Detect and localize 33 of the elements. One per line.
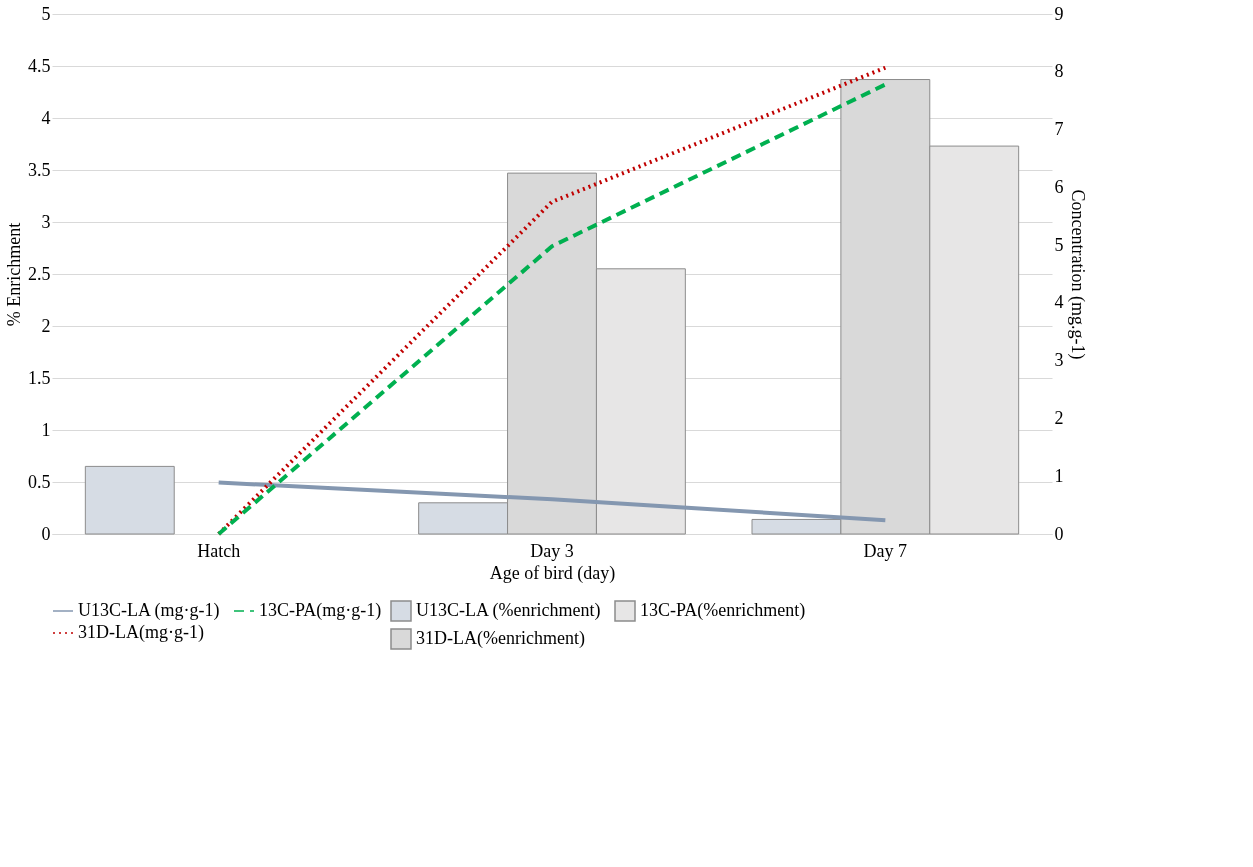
y-tick-label: 4.5 — [28, 55, 51, 76]
y-tick-label: 4 — [41, 107, 51, 128]
x-tick-label: Day 3 — [530, 540, 574, 561]
y2-tick-label: 1 — [1054, 465, 1064, 486]
legend-label: 13C-PA(mg·g-1) — [259, 600, 382, 621]
y-tick-label: 1.5 — [28, 367, 51, 388]
y2-tick-label: 4 — [1054, 292, 1064, 313]
y2-tick-label: 2 — [1054, 407, 1064, 428]
y-tick-label: 1 — [41, 419, 51, 440]
x-axis-title: Age of bird (day) — [489, 562, 616, 584]
legend-label: U13C-LA (mg·g-1) — [78, 600, 220, 621]
y2-axis-title: Concentration (mg.g-1) — [1066, 189, 1088, 360]
x-tick-label: Hatch — [197, 540, 241, 561]
y-tick-label: 5 — [41, 3, 51, 24]
x-tick-label: Day 7 — [863, 540, 908, 561]
y-tick-label: 3 — [41, 211, 51, 232]
y2-tick-label: 6 — [1054, 176, 1064, 197]
y-tick-label: 0 — [41, 523, 51, 544]
legend-label: U13C-LA (%enrichment) — [416, 600, 601, 621]
legend-label: 31D-LA(%enrichment) — [416, 628, 585, 649]
y2-tick-label: 0 — [1054, 523, 1064, 544]
y-tick-label: 0.5 — [28, 471, 51, 492]
y2-tick-label: 8 — [1054, 61, 1064, 82]
y-tick-label: 2.5 — [28, 263, 51, 284]
y2-tick-label: 3 — [1054, 350, 1064, 371]
y2-tick-label: 9 — [1054, 3, 1064, 24]
y2-tick-label: 5 — [1054, 234, 1064, 255]
legend-label: 13C-PA(%enrichment) — [640, 600, 806, 621]
y2-tick-label: 7 — [1054, 119, 1064, 140]
y-tick-label: 3.5 — [28, 159, 51, 180]
y-axis-title: % Enrichment — [4, 222, 24, 327]
legend-label: 31D-LA(mg·g-1) — [78, 622, 204, 643]
y-tick-label: 2 — [41, 315, 51, 336]
